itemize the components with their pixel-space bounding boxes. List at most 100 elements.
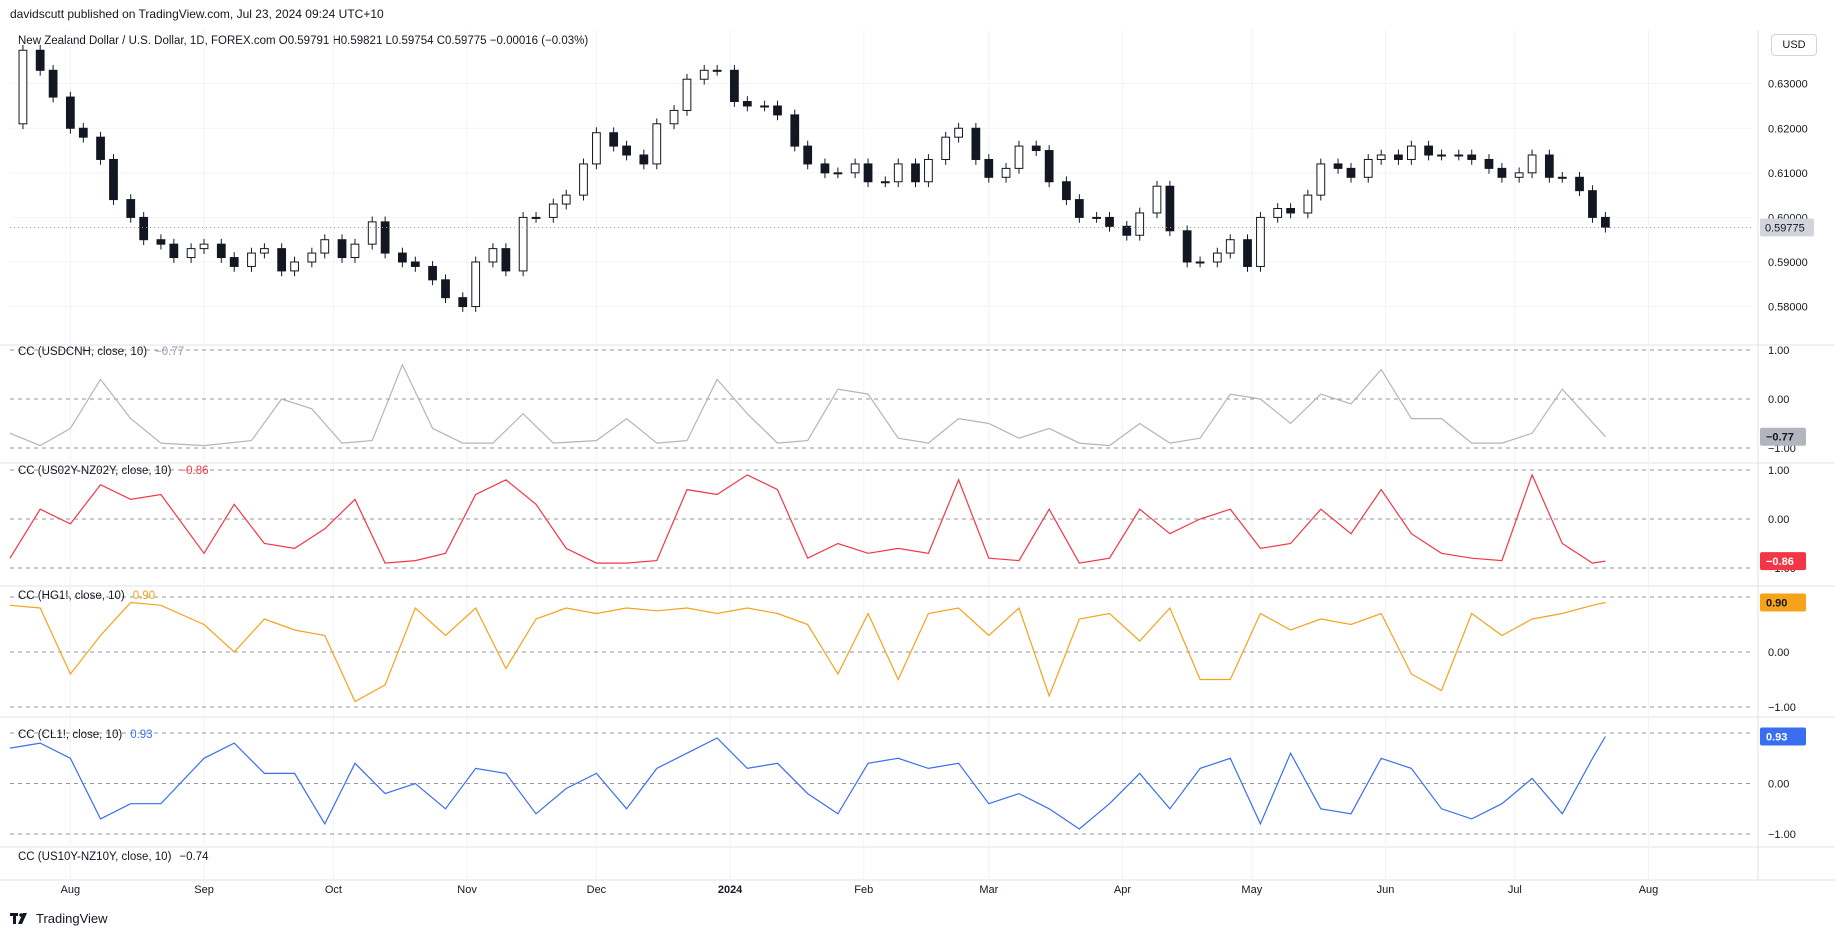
candle (1484, 158, 1494, 169)
candle (307, 252, 317, 263)
candle (277, 248, 287, 272)
candle (458, 297, 468, 308)
main-series-legend: New Zealand Dollar / U.S. Dollar, 1D, FO… (18, 35, 589, 47)
candle (880, 181, 890, 184)
candle (156, 239, 166, 245)
hg1-legend-title: CC (HG1!, close, 10) (18, 590, 125, 602)
y-tick-label: 0.62000 (1768, 123, 1808, 135)
x-tick-label: Nov (457, 884, 477, 896)
candle (1286, 207, 1296, 214)
hg1-value-tag (1760, 593, 1806, 612)
candle (652, 123, 662, 165)
y-tick-label: 0.00 (1768, 779, 1789, 791)
x-tick-label: Aug (61, 884, 81, 896)
candle (773, 105, 782, 116)
candle (730, 69, 739, 103)
candle (139, 216, 149, 241)
candle (48, 69, 58, 98)
candle (579, 163, 588, 196)
x-tick-label: Apr (1114, 884, 1131, 896)
candle (428, 265, 437, 281)
candle (561, 194, 571, 205)
tradingview-logo-text: TradingView (36, 911, 108, 926)
x-tick-label: Sep (194, 884, 214, 896)
cl1-legend-title: CC (CL1!, close, 10) (18, 729, 123, 741)
candle (941, 136, 951, 160)
cl1-value-label: 0.93 (1766, 732, 1787, 744)
candle (1467, 154, 1477, 160)
candle (1074, 199, 1084, 218)
candle (1588, 190, 1597, 218)
candle (742, 101, 752, 107)
candle (501, 248, 511, 272)
x-tick-label: 2024 (718, 884, 743, 896)
candle (1557, 176, 1567, 179)
candle (954, 127, 963, 138)
currency-button[interactable]: USD (1771, 34, 1817, 56)
candle (1105, 216, 1114, 227)
candle (260, 248, 269, 254)
tradingview-logo-icon (10, 912, 27, 924)
us02y-legend-title: CC (US02Y-NZ02Y, close, 10) (18, 465, 172, 477)
candle (398, 252, 407, 263)
last-price-label: 0.59775 (1765, 222, 1805, 234)
x-tick-label: Jul (1508, 884, 1522, 896)
candle (531, 216, 541, 219)
last-price-tag (1760, 218, 1814, 237)
candle (820, 163, 830, 174)
candle (471, 261, 481, 308)
candle (1152, 185, 1162, 214)
candle (1601, 216, 1610, 228)
candle (367, 221, 377, 245)
candle (592, 132, 601, 165)
usdcnh-legend-value: −0.77 (155, 346, 185, 358)
candle (924, 158, 933, 183)
y-tick-label: −1.00 (1768, 443, 1796, 455)
hg1-legend-value: 0.90 (132, 590, 156, 602)
candle (911, 163, 920, 183)
candle (1363, 158, 1373, 178)
candle (1256, 216, 1265, 267)
candle (1031, 145, 1041, 152)
candle (96, 136, 105, 160)
candle (247, 252, 256, 267)
candle (1225, 239, 1235, 254)
cl1-value-tag (1760, 727, 1806, 746)
candle (169, 243, 179, 259)
candle (1316, 163, 1326, 196)
candle (1044, 150, 1054, 183)
usdcnh-value-label: −0.77 (1766, 432, 1794, 444)
candle (337, 239, 347, 259)
x-tick-label: May (1241, 884, 1262, 896)
candle (410, 261, 420, 267)
candle (1527, 154, 1537, 174)
candle (790, 114, 800, 147)
candle (216, 243, 226, 259)
candle (229, 257, 239, 267)
candle (1497, 167, 1507, 178)
candle (1514, 172, 1524, 178)
candle (893, 163, 903, 183)
candle (1376, 154, 1386, 160)
y-tick-label: 0.59000 (1768, 257, 1808, 269)
candle (609, 132, 619, 147)
candle (682, 78, 692, 111)
candle (380, 221, 390, 254)
usdcnh-legend: CC (USDCNH, close, 10) −0.77 (18, 346, 184, 358)
candle (712, 69, 722, 72)
candle (18, 49, 28, 125)
candle (833, 172, 843, 175)
candle (1544, 154, 1554, 178)
y-tick-label: 0.00 (1768, 394, 1789, 406)
us02y-legend-value: −0.86 (179, 465, 209, 477)
y-tick-label: 0.58000 (1768, 302, 1808, 314)
y-tick-label: 0.00 (1768, 647, 1789, 659)
candle (1135, 212, 1145, 236)
candle (78, 127, 88, 138)
y-tick-label: −1.00 (1768, 702, 1796, 714)
usdcnh-legend-title: CC (USDCNH, close, 10) (18, 346, 148, 358)
tradingview-logo[interactable]: TradingView (10, 911, 108, 926)
candle (126, 199, 136, 218)
candle (441, 279, 450, 299)
